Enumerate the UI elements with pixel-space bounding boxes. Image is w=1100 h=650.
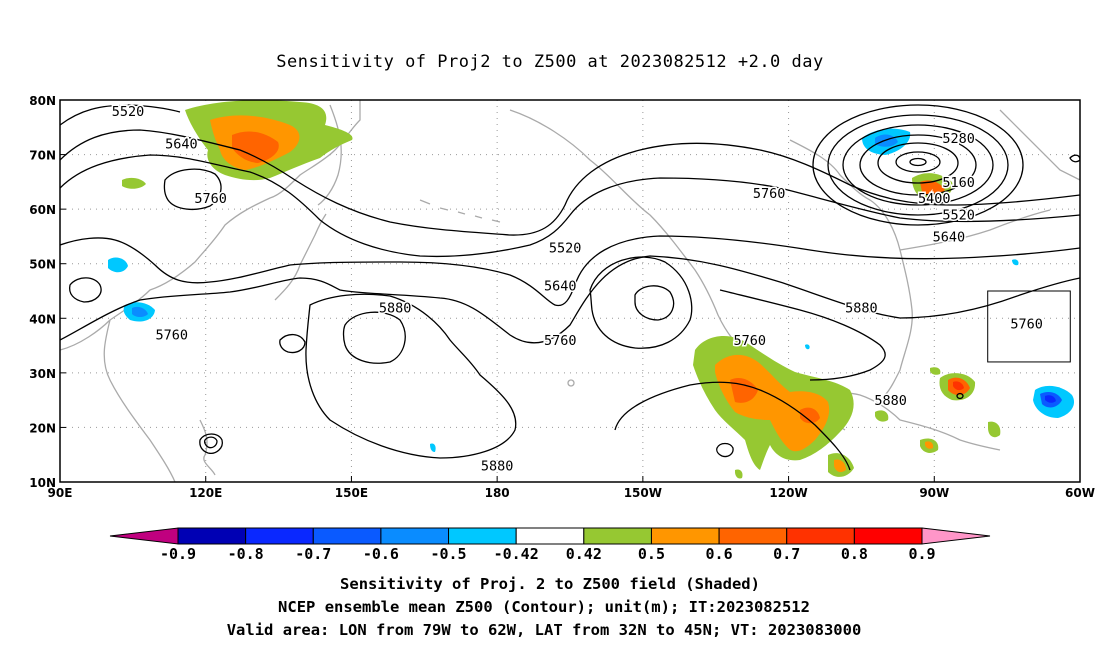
contour-label: 5760 — [753, 186, 786, 202]
colorbar-label: 0.42 — [566, 545, 602, 563]
colorbar-label: 0.8 — [841, 545, 868, 563]
valid-area-box — [987, 290, 1071, 363]
contour-label: 5760 — [1010, 317, 1043, 333]
colorbar-label: 0.5 — [638, 545, 665, 563]
y-tick-label: 60N — [29, 203, 56, 217]
colorbar-segment — [177, 527, 247, 545]
y-tick-label: 40N — [29, 312, 56, 326]
y-tick-label: 50N — [29, 258, 56, 272]
y-axis-ticks: 80N 70N 60N 50N 40N 30N 20N 10N — [29, 94, 66, 490]
colorbar-segment — [312, 527, 382, 545]
shading-positive — [122, 100, 1001, 479]
colorbar-segment — [786, 527, 855, 545]
colorbar-segment — [515, 527, 585, 545]
colorbar-segment — [853, 527, 923, 545]
x-tick-label: 180 — [485, 486, 510, 500]
contour-label: 5640 — [165, 137, 198, 153]
colorbar-segment — [448, 527, 517, 545]
contour-label: 5880 — [379, 300, 412, 316]
colorbar-label: 0.7 — [773, 545, 800, 563]
x-tick-label: 120E — [189, 486, 222, 500]
contour-label: 5160 — [942, 175, 975, 191]
x-tick-label: 90E — [48, 486, 73, 500]
colorbar-label: 0.9 — [908, 545, 935, 563]
colorbar-label: 0.6 — [706, 545, 733, 563]
contour-label: 5400 — [918, 191, 951, 207]
contour-label: 5640 — [544, 279, 577, 295]
contour-label: 5880 — [481, 459, 514, 475]
y-tick-label: 80N — [29, 94, 56, 108]
footer-line-1: Sensitivity of Proj. 2 to Z500 field (Sh… — [340, 575, 760, 593]
contour-lines — [60, 104, 1080, 471]
colorbar-segment — [650, 527, 720, 545]
x-tick-label: 90W — [919, 486, 949, 500]
colorbar-segment — [109, 527, 179, 545]
colorbar-segment — [921, 527, 991, 545]
contour-label: 5760 — [733, 333, 766, 349]
x-axis-ticks: 90E 120E 150E 180 150W 120W 90W 60W — [48, 476, 1095, 500]
colorbar-label: -0.6 — [363, 545, 399, 563]
contour-label: 5880 — [874, 393, 907, 409]
colorbar-label: -0.8 — [228, 545, 264, 563]
y-tick-label: 10N — [29, 476, 56, 490]
x-tick-label: 150W — [624, 486, 662, 500]
contour-label: 5280 — [942, 131, 975, 147]
contour-label: 5880 — [845, 300, 878, 316]
colorbar-label: -0.9 — [160, 545, 196, 563]
chart-title: Sensitivity of Proj2 to Z500 at 20230825… — [276, 52, 823, 72]
footer-line-2: NCEP ensemble mean Z500 (Contour); unit(… — [278, 598, 810, 616]
y-tick-label: 20N — [29, 421, 56, 435]
x-tick-label: 150E — [335, 486, 368, 500]
y-tick-label: 70N — [29, 149, 56, 163]
colorbar-label: -0.7 — [295, 545, 331, 563]
map-content: 5520 5640 5760 5520 5640 5880 5760 5760 5760 5760… — [60, 100, 1080, 482]
colorbar-segment — [583, 527, 652, 545]
contour-label: 5520 — [942, 208, 975, 224]
contour-label: 5760 — [155, 328, 188, 344]
colorbar-label: -0.5 — [430, 545, 466, 563]
contour-label: 5520 — [549, 240, 582, 256]
contour-label: 5760 — [544, 333, 577, 349]
colorbar-segment — [718, 527, 788, 545]
footer-line-3: Valid area: LON from 79W to 62W, LAT fro… — [227, 621, 862, 639]
x-tick-label: 60W — [1065, 486, 1095, 500]
contour-label: 5520 — [112, 104, 145, 120]
contour-labels: 5520 5640 5760 5520 5640 5880 5760 5760 5760 5760… — [110, 102, 1044, 476]
x-tick-label: 120W — [769, 486, 807, 500]
colorbar: -0.9 -0.8 -0.7 -0.6 -0.5 -0.42 0.42 0.5 0.6 0.7 0.… — [109, 527, 991, 563]
contour-label: 5640 — [933, 229, 966, 245]
y-tick-label: 30N — [29, 367, 56, 381]
colorbar-segment — [380, 527, 450, 545]
contour-label: 5760 — [194, 191, 227, 207]
colorbar-label: -0.42 — [494, 545, 539, 563]
colorbar-segment — [245, 527, 314, 545]
map-border — [59, 99, 1081, 483]
